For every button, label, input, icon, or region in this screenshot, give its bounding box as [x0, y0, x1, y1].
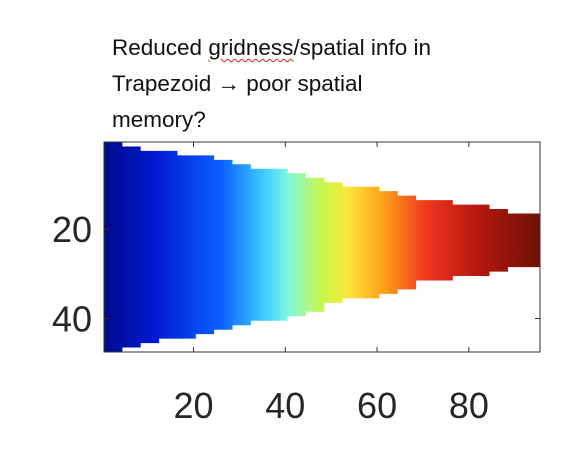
heatmap-trapezoid-region [104, 142, 540, 352]
slide-caption: Reduced gridness/spatial info in Trapezo… [112, 30, 552, 138]
x-tick-label: 80 [449, 385, 489, 426]
x-tick-label: 40 [265, 385, 305, 426]
caption-line-1: Reduced gridness/spatial info in [112, 30, 552, 66]
axes-frame [103, 141, 541, 353]
y-tick-label: 20 [52, 209, 92, 250]
x-tick-label: 20 [173, 385, 213, 426]
caption-line-3: memory? [112, 107, 206, 132]
x-tick-label: 60 [357, 385, 397, 426]
y-tick-label: 40 [52, 298, 92, 339]
spellcheck-flagged-word: gridness [208, 35, 294, 60]
caption-word: Reduced [112, 35, 203, 60]
caption-line-2: Trapezoid → poor spatial [112, 71, 363, 96]
caption-line-1-rest: /spatial info in [293, 35, 431, 60]
